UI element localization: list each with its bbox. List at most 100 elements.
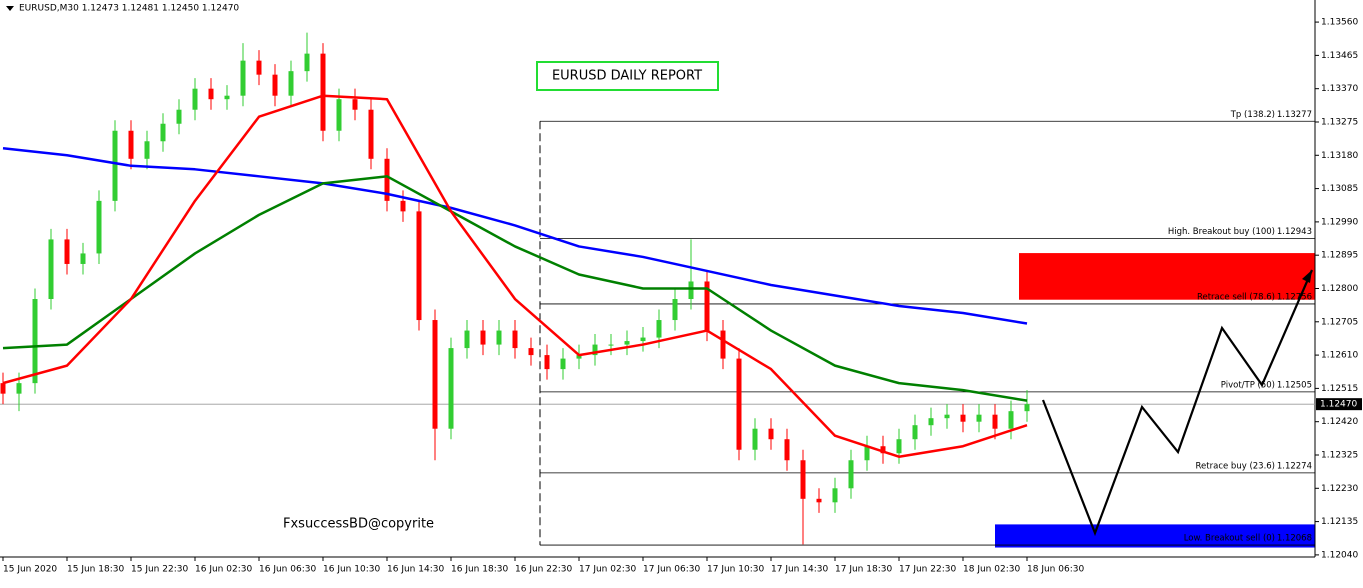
candle-body bbox=[336, 99, 342, 131]
watermark: FxsuccessBD@copyrite bbox=[283, 517, 434, 532]
x-tick-label: 17 Jun 22:30 bbox=[899, 565, 956, 575]
candle-body bbox=[208, 88, 214, 100]
candle-body bbox=[544, 355, 550, 370]
level-value: 1.12943 bbox=[1277, 227, 1312, 237]
y-tick-label: 1.13085 bbox=[1321, 184, 1358, 194]
candle-body bbox=[448, 348, 454, 429]
candle-body bbox=[608, 344, 614, 346]
x-tick-label: 18 Jun 06:30 bbox=[1027, 565, 1084, 575]
candle-body bbox=[80, 253, 86, 264]
candle-body bbox=[896, 439, 902, 454]
y-tick-label: 1.13180 bbox=[1321, 151, 1358, 161]
report-label: EURUSD DAILY REPORT bbox=[552, 69, 702, 84]
x-tick-label: 15 Jun 18:30 bbox=[67, 565, 124, 575]
y-tick-label: 1.12135 bbox=[1321, 517, 1358, 527]
candle-body bbox=[64, 239, 70, 264]
candle-body bbox=[848, 460, 854, 489]
candle-body bbox=[128, 130, 134, 159]
y-tick-label: 1.12040 bbox=[1321, 550, 1358, 560]
candle-body bbox=[32, 299, 38, 384]
candle-body bbox=[240, 60, 246, 96]
candle-body bbox=[416, 211, 422, 321]
report-box bbox=[536, 61, 719, 91]
candle-body bbox=[144, 141, 150, 159]
candle-body bbox=[320, 53, 326, 131]
candle-body bbox=[976, 414, 982, 422]
y-tick-label: 1.12990 bbox=[1321, 217, 1358, 227]
candle-body bbox=[640, 337, 646, 342]
candle-body bbox=[48, 239, 54, 300]
y-tick-label: 1.13370 bbox=[1321, 84, 1358, 94]
candle-body bbox=[656, 320, 662, 338]
candle-body bbox=[800, 460, 806, 499]
candle-body bbox=[784, 439, 790, 461]
candle-body bbox=[368, 109, 374, 159]
candle-body bbox=[880, 446, 886, 454]
level-value: 1.12756 bbox=[1277, 292, 1312, 302]
level-value: 1.12068 bbox=[1277, 534, 1312, 544]
x-tick-label: 15 Jun 22:30 bbox=[131, 565, 188, 575]
candle-body bbox=[432, 320, 438, 429]
x-tick-label: 16 Jun 06:30 bbox=[259, 565, 316, 575]
candle-body bbox=[960, 414, 966, 422]
moving-average bbox=[2, 147, 1028, 325]
x-tick-label: 17 Jun 02:30 bbox=[579, 565, 636, 575]
candle-body bbox=[352, 99, 358, 110]
moving-average bbox=[2, 175, 1028, 402]
candles bbox=[0, 32, 1030, 545]
moving-averages bbox=[2, 94, 1028, 458]
projection-arrowhead bbox=[1302, 270, 1312, 283]
x-tick-label: 16 Jun 14:30 bbox=[387, 565, 444, 575]
candle-body bbox=[512, 330, 518, 349]
candle-body bbox=[768, 428, 774, 440]
x-tick-label: 17 Jun 18:30 bbox=[835, 565, 892, 575]
x-tick-label: 18 Jun 02:30 bbox=[963, 565, 1020, 575]
candle-body bbox=[688, 281, 694, 300]
candle-body bbox=[160, 123, 166, 142]
x-tick-label: 15 Jun 2020 bbox=[3, 565, 57, 575]
candle-body bbox=[480, 330, 486, 345]
candle-body bbox=[0, 383, 6, 394]
candle-body bbox=[192, 88, 198, 110]
candle-body bbox=[288, 71, 294, 96]
candle-body bbox=[832, 488, 838, 503]
candle-body bbox=[672, 299, 678, 321]
level-label: Retrace sell (78.6) bbox=[1197, 292, 1275, 302]
menu-arrow bbox=[6, 6, 14, 11]
x-tick-label: 16 Jun 10:30 bbox=[323, 565, 380, 575]
y-tick-label: 1.13275 bbox=[1321, 117, 1358, 127]
level-label: Retrace buy (23.6) bbox=[1196, 461, 1275, 471]
y-tick-label: 1.12610 bbox=[1321, 351, 1358, 361]
candle-body bbox=[816, 498, 822, 503]
candle-body bbox=[16, 383, 22, 394]
y-tick-label: 1.12800 bbox=[1321, 284, 1358, 294]
candle-body bbox=[624, 341, 630, 345]
candle-body bbox=[304, 53, 310, 72]
candle-body bbox=[96, 200, 102, 254]
candle-body bbox=[176, 109, 182, 124]
last-price-box bbox=[1316, 398, 1362, 411]
x-tick-label: 16 Jun 18:30 bbox=[451, 565, 508, 575]
level-label: Tp (138.2) bbox=[1230, 110, 1275, 120]
candle-body bbox=[256, 60, 262, 75]
candle-body bbox=[560, 358, 566, 370]
candle-body bbox=[720, 330, 726, 359]
candle-body bbox=[992, 414, 998, 429]
candle-body bbox=[1024, 404, 1030, 412]
level-label: High. Breakout buy (100) bbox=[1168, 227, 1275, 237]
level-value: 1.13277 bbox=[1277, 110, 1312, 120]
candle-body bbox=[752, 428, 758, 450]
y-tick-label: 1.13465 bbox=[1321, 51, 1358, 61]
candle-body bbox=[944, 414, 950, 419]
y-tick-label: 1.12515 bbox=[1321, 384, 1358, 394]
y-tick-label: 1.12230 bbox=[1321, 484, 1358, 494]
x-tick-label: 16 Jun 22:30 bbox=[515, 565, 572, 575]
candle-body bbox=[384, 158, 390, 201]
level-value: 1.12505 bbox=[1277, 380, 1312, 390]
candle-body bbox=[224, 95, 230, 100]
last-price-label: 1.12470 bbox=[1320, 400, 1357, 410]
x-tick-label: 17 Jun 10:30 bbox=[707, 565, 764, 575]
